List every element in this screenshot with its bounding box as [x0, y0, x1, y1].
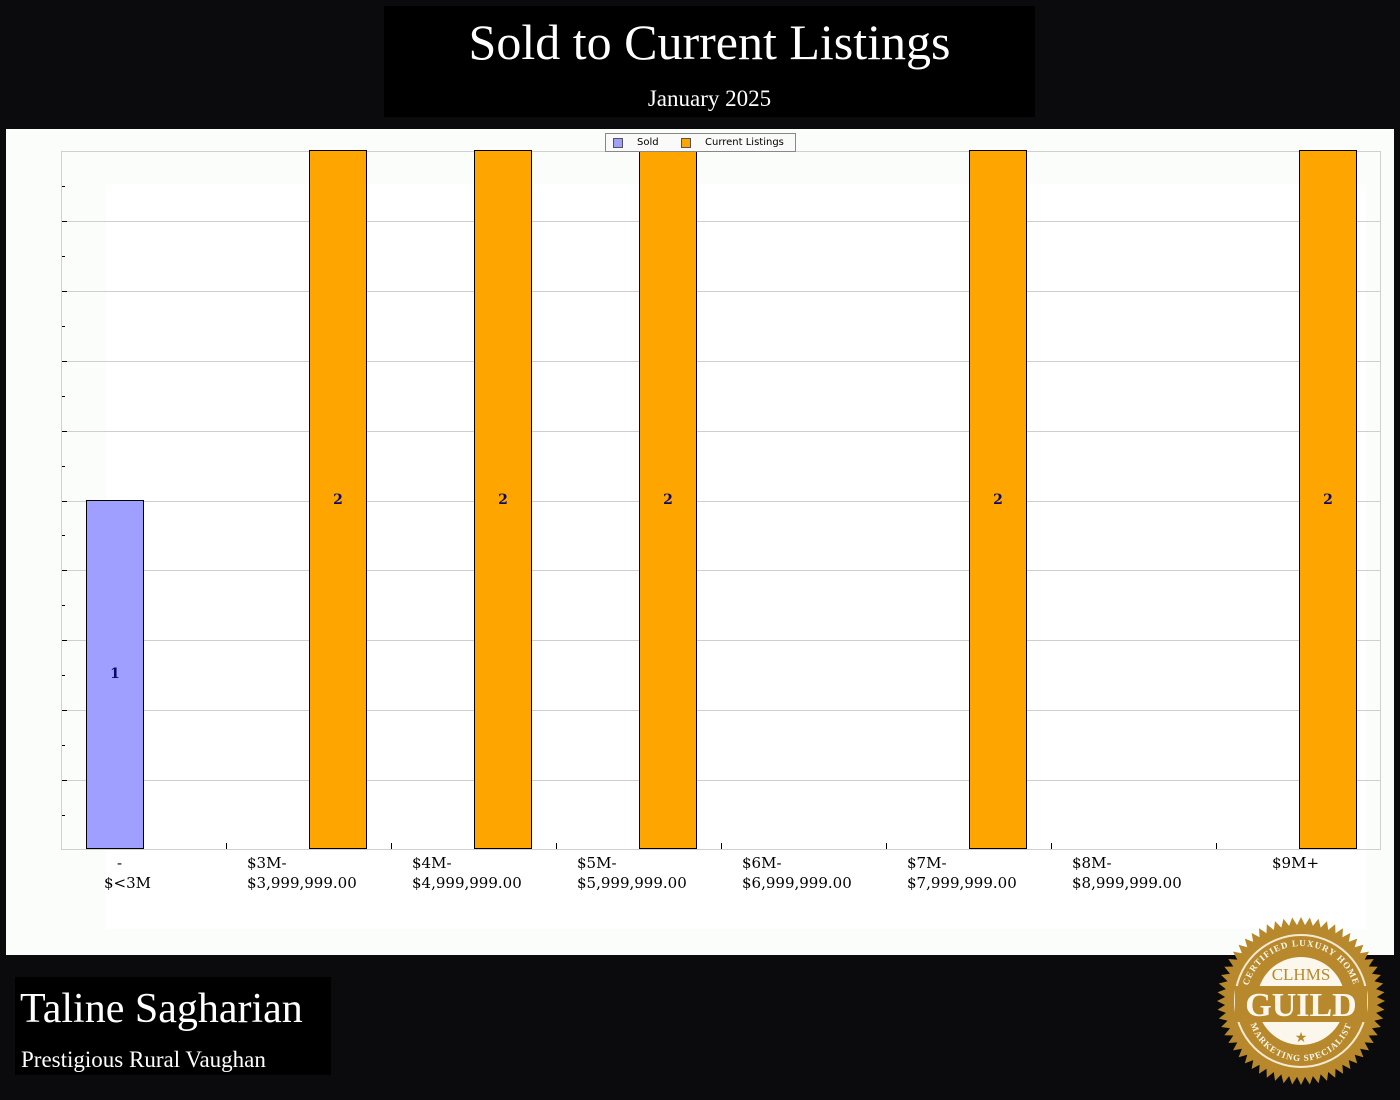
plot-area: 1 2 2 2 2 2 — [61, 150, 1381, 850]
title-box: Sold to Current Listings January 2025 — [384, 6, 1035, 117]
y-axis-tick — [62, 535, 65, 537]
agent-box: Taline Sagharian Prestigious Rural Vaugh… — [15, 977, 331, 1075]
gridline — [62, 430, 1380, 432]
y-axis-tick — [62, 640, 67, 642]
bar-value-label: 2 — [993, 491, 1003, 508]
x-axis-tick — [886, 843, 887, 849]
bar-current-listings: 2 — [474, 150, 532, 849]
y-axis-tick — [62, 220, 67, 222]
y-axis-tick — [62, 290, 67, 292]
x-axis-label: $9M+ — [1272, 854, 1320, 872]
y-axis-tick — [62, 570, 67, 572]
gridline — [62, 220, 1380, 222]
agent-area: Prestigious Rural Vaughan — [21, 1047, 266, 1072]
y-axis-tick — [62, 815, 65, 817]
x-axis-label: $3M- $3,999,999.00 — [247, 854, 357, 892]
x-axis-label: $5M- $5,999,999.00 — [577, 854, 687, 892]
legend-swatch-current-listings — [681, 137, 691, 148]
x-axis-label: $7M- $7,999,999.00 — [907, 854, 1017, 892]
x-axis-label: $6M- $6,999,999.00 — [742, 854, 852, 892]
y-axis-tick — [62, 605, 65, 607]
bar-current-listings: 2 — [969, 150, 1027, 849]
x-axis-tick — [1216, 843, 1217, 849]
bar-current-listings: 2 — [1299, 150, 1357, 849]
bar-sold: 1 — [86, 499, 144, 849]
legend-swatch-sold — [613, 137, 623, 148]
bar-value-label: 1 — [110, 666, 120, 683]
legend-item-current-listings: Current Listings — [681, 137, 784, 148]
svg-text:GUILD: GUILD — [1245, 987, 1356, 1024]
y-axis-tick — [62, 360, 67, 362]
x-axis-tick — [226, 843, 227, 849]
y-axis-tick — [62, 325, 65, 327]
legend-label-current-listings: Current Listings — [705, 137, 784, 148]
legend: Sold Current Listings — [605, 133, 796, 152]
bar-value-label: 2 — [1323, 491, 1333, 508]
chart-subtitle: January 2025 — [647, 86, 772, 111]
bar-value-label: 2 — [333, 491, 343, 508]
clhms-guild-badge-icon: CERTIFIED LUXURY HOME MARKETING SPECIALI… — [1216, 916, 1386, 1086]
legend-label-sold: Sold — [637, 137, 659, 148]
y-axis-tick — [62, 675, 65, 677]
x-axis-label: $4M- $4,999,999.00 — [412, 854, 522, 892]
gridline — [62, 290, 1380, 292]
chart-title: Sold to Current Listings — [468, 14, 951, 70]
x-axis-label: $8M- $8,999,999.00 — [1072, 854, 1182, 892]
y-axis-tick — [62, 710, 67, 712]
y-axis-tick — [62, 255, 65, 257]
bar-current-listings: 2 — [639, 150, 697, 849]
bar-current-listings: 2 — [309, 150, 367, 849]
gridline — [62, 500, 1380, 502]
y-axis-tick — [62, 745, 65, 747]
x-axis-tick — [556, 843, 557, 849]
legend-item-sold: Sold — [613, 137, 659, 148]
gridline — [62, 780, 1380, 782]
x-axis-tick — [1051, 843, 1052, 849]
y-axis-tick — [62, 185, 65, 187]
y-axis-tick — [62, 430, 67, 432]
x-axis-tick — [391, 843, 392, 849]
bar-value-label: 2 — [663, 491, 673, 508]
gridline — [62, 710, 1380, 712]
y-axis-tick — [62, 395, 65, 397]
y-axis-tick — [62, 780, 67, 782]
y-axis-tick — [62, 465, 65, 467]
y-axis-tick — [62, 500, 67, 502]
svg-text:★: ★ — [1295, 1030, 1308, 1046]
gridline — [62, 640, 1380, 642]
svg-text:CLHMS: CLHMS — [1272, 965, 1331, 984]
bar-value-label: 2 — [498, 491, 508, 508]
x-axis-label: - $<3M — [104, 854, 152, 892]
gridline — [62, 570, 1380, 572]
agent-name: Taline Sagharian — [20, 986, 303, 1032]
gridline — [62, 360, 1380, 362]
x-axis-tick — [721, 843, 722, 849]
